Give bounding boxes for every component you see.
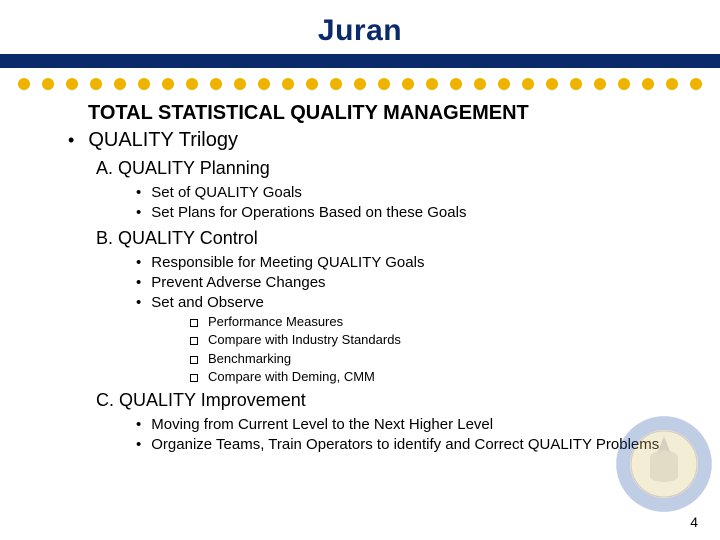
gold-dot [426,78,438,90]
bullet-text: Moving from Current Level to the Next Hi… [151,415,493,435]
bullet-symbol: • [136,253,141,273]
gold-dot [594,78,606,90]
bullet-text: Organize Teams, Train Operators to ident… [151,435,659,455]
gold-dot [114,78,126,90]
bullet-list: • Responsible for Meeting QUALITY Goals • P… [136,253,680,314]
gold-dot [690,78,702,90]
gold-dot [474,78,486,90]
slide-number: 4 [690,514,698,530]
section-heading: B. QUALITY Control [96,228,680,249]
subtitle: TOTAL STATISTICAL QUALITY MANAGEMENT [88,102,680,125]
bullet-text: Set and Observe [151,293,264,313]
title-band: Juran [0,0,720,54]
list-item: Compare with Industry Standards [190,331,680,349]
navy-divider-bar [0,54,720,68]
gold-dot [498,78,510,90]
gold-dot [210,78,222,90]
square-bullet-icon [190,319,198,327]
gold-dot [138,78,150,90]
gold-dot [450,78,462,90]
gold-dot [18,78,30,90]
bullet-symbol: • [68,130,74,151]
gold-dot [330,78,342,90]
square-bullet-icon [190,356,198,364]
list-item: • Set of QUALITY Goals [136,183,680,203]
sections-container: A. QUALITY Planning • Set of QUALITY Goals… [40,158,680,456]
bullet-text: Set Plans for Operations Based on these … [151,203,466,223]
gold-dot [162,78,174,90]
bullet-symbol: • [136,293,141,313]
bullet-symbol: • [136,203,141,223]
bullet-list: • Moving from Current Level to the Next H… [136,415,680,456]
sub-bullet-text: Compare with Deming, CMM [208,368,375,386]
list-item: Benchmarking [190,350,680,368]
bullet-list: • Set of QUALITY Goals • Set Plans for Oper… [136,183,680,224]
gold-dot [282,78,294,90]
gold-dot-row [0,74,720,94]
dod-seal-icon [614,414,714,514]
gold-dot [66,78,78,90]
section-heading: C. QUALITY Improvement [96,390,680,411]
bullet-symbol: • [136,435,141,455]
gold-dot [90,78,102,90]
gold-dot [666,78,678,90]
sub-bullet-text: Benchmarking [208,350,291,368]
gold-dot [378,78,390,90]
gold-dot [402,78,414,90]
square-bullet-icon [190,374,198,382]
gold-dot [354,78,366,90]
gold-dot [234,78,246,90]
list-item: Compare with Deming, CMM [190,368,680,386]
top-bullet-text: QUALITY Trilogy [88,129,238,152]
gold-dot [618,78,630,90]
slide-title: Juran [0,14,720,48]
top-bullet: • QUALITY Trilogy [68,129,680,152]
list-item: • Moving from Current Level to the Next H… [136,415,680,435]
list-item: • Organize Teams, Train Operators to iden… [136,435,680,455]
sub-bullet-text: Performance Measures [208,313,343,331]
section-heading: A. QUALITY Planning [96,158,680,179]
square-bullet-icon [190,337,198,345]
list-item: Performance Measures [190,313,680,331]
list-item: • Prevent Adverse Changes [136,273,680,293]
bullet-text: Prevent Adverse Changes [151,273,325,293]
list-item: • Set Plans for Operations Based on these… [136,203,680,223]
gold-dot [306,78,318,90]
bullet-symbol: • [136,273,141,293]
sub-bullet-list: Performance MeasuresCompare with Industr… [190,313,680,386]
list-item: • Set and Observe [136,293,680,313]
gold-dot [258,78,270,90]
bullet-text: Set of QUALITY Goals [151,183,302,203]
bullet-symbol: • [136,183,141,203]
gold-dot [642,78,654,90]
gold-dot [522,78,534,90]
sub-bullet-text: Compare with Industry Standards [208,331,401,349]
list-item: • Responsible for Meeting QUALITY Goals [136,253,680,273]
gold-dot [186,78,198,90]
bullet-text: Responsible for Meeting QUALITY Goals [151,253,424,273]
slide-content: TOTAL STATISTICAL QUALITY MANAGEMENT • Q… [0,98,720,456]
gold-dot [546,78,558,90]
gold-dot [570,78,582,90]
gold-dot [42,78,54,90]
bullet-symbol: • [136,415,141,435]
